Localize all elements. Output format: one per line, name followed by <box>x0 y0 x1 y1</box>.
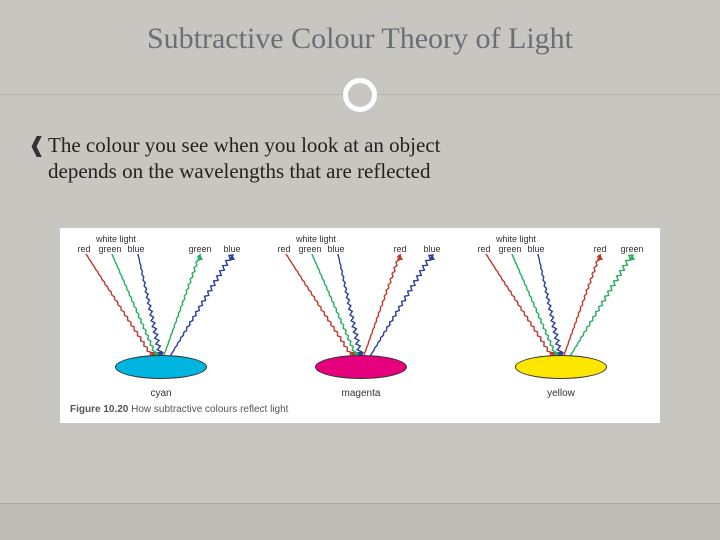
ray-out-blue <box>169 255 234 358</box>
slide-title: Subtractive Colour Theory of Light <box>0 22 720 56</box>
ray-in-red <box>86 254 154 357</box>
disc-label-cyan: cyan <box>150 388 171 399</box>
disc-cyan <box>115 355 207 379</box>
disc-yellow <box>515 355 607 379</box>
bullet-icon: ❰ <box>28 132 48 158</box>
slide-footer <box>0 503 720 540</box>
rays-svg <box>466 250 656 360</box>
disc-label-magenta: magenta <box>342 388 381 399</box>
slide: Subtractive Colour Theory of Light ❰The … <box>0 0 720 540</box>
title-ornament-circle <box>343 78 377 112</box>
rays-svg <box>266 250 456 360</box>
label-white-light: white light <box>286 234 346 244</box>
panel-magenta: white lightredgreenblueredbluemagenta <box>266 228 456 423</box>
disc-magenta <box>315 355 407 379</box>
body-line-1: The colour you see when you look at an o… <box>48 133 440 157</box>
body-text: ❰The colour you see when you look at an … <box>28 132 692 185</box>
figure-figure-10-20: Figure 10.20 How subtractive colours ref… <box>60 228 660 423</box>
ray-in-red <box>286 254 354 357</box>
panel-yellow: white lightredgreenblueredgreenyellow <box>466 228 656 423</box>
body-line-2: depends on the wavelengths that are refl… <box>48 159 431 183</box>
disc-label-yellow: yellow <box>547 388 575 399</box>
ray-out-green <box>163 254 201 358</box>
panel-cyan: white lightredgreenbluegreenbluecyan <box>66 228 256 423</box>
ray-out-red <box>563 254 601 358</box>
label-white-light: white light <box>486 234 546 244</box>
ray-out-blue <box>369 255 434 358</box>
ray-in-red <box>486 254 554 357</box>
rays-svg <box>66 250 256 360</box>
label-white-light: white light <box>86 234 146 244</box>
ray-out-green <box>569 255 634 358</box>
ray-out-red <box>363 254 401 358</box>
